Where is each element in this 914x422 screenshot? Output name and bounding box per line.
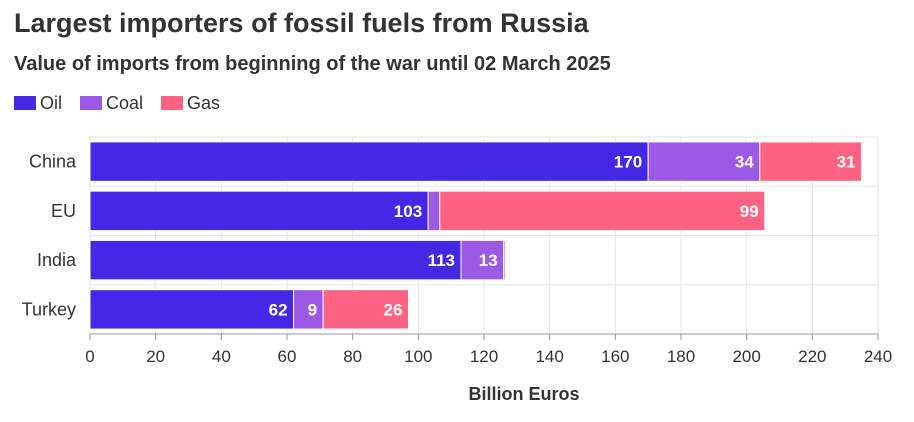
legend-label-gas: Gas (187, 92, 221, 113)
tick-label-x: 20 (146, 347, 165, 366)
data-label-turkey-coal: 9 (308, 300, 317, 319)
bar-turkey-oil (89, 289, 295, 330)
category-label-turkey: Turkey (22, 299, 76, 319)
tick-label-x: 100 (404, 347, 432, 366)
tick-label-x: 240 (864, 347, 892, 366)
legend-item-gas[interactable]: Gas (161, 93, 220, 114)
legend-label-oil: Oil (40, 92, 62, 113)
tick-label-x: 160 (601, 347, 629, 366)
tick-label-x: 60 (278, 347, 297, 366)
data-label-turkey-oil: 62 (269, 300, 288, 319)
tick-label-x: 80 (343, 347, 362, 366)
legend-item-oil[interactable]: Oil (14, 93, 62, 114)
category-label-india: India (37, 250, 77, 270)
data-label-china-coal: 34 (735, 153, 754, 172)
bar-turkey-gas (322, 289, 409, 330)
bar-china-gas (759, 141, 863, 182)
tick-label-x: 40 (212, 347, 231, 366)
data-label-eu-oil: 103 (394, 202, 422, 221)
legend: Oil Coal Gas (14, 91, 238, 115)
legend-swatch-gas (161, 96, 184, 110)
legend-item-coal[interactable]: Coal (80, 93, 143, 114)
data-label-turkey-gas: 26 (384, 300, 403, 319)
data-label-china-gas: 31 (837, 153, 856, 172)
bar-eu-oil (89, 190, 429, 232)
data-label-china-oil: 170 (614, 153, 642, 172)
data-label-india-coal: 13 (479, 251, 498, 270)
bar-turkey-coal (293, 289, 324, 330)
tick-label-x: 180 (667, 347, 695, 366)
bar-china-coal (647, 141, 761, 182)
tick-label-x: 200 (732, 347, 760, 366)
bar-india-coal (460, 239, 505, 281)
tick-label-x: 0 (85, 347, 94, 366)
tick-label-x: 140 (535, 347, 563, 366)
chart-title: Largest importers of fossil fuels from R… (14, 8, 589, 38)
bar-eu-coal (427, 190, 441, 232)
category-label-china: China (29, 152, 77, 172)
legend-label-coal: Coal (106, 92, 144, 113)
chart-subtitle: Value of imports from beginning of the w… (14, 53, 611, 75)
x-axis-title: Billion Euros (468, 384, 579, 404)
data-label-eu-gas: 99 (740, 202, 759, 221)
tick-label-x: 120 (470, 347, 498, 366)
data-label-india-oil: 113 (428, 251, 455, 270)
bar-china-oil (89, 141, 649, 182)
legend-swatch-oil (14, 96, 36, 110)
bar-india-gas (503, 239, 506, 281)
bar-eu-gas (439, 190, 766, 232)
tick-label-x: 220 (798, 347, 826, 366)
legend-swatch-coal (80, 96, 102, 110)
category-label-eu: EU (51, 201, 76, 221)
bar-india-oil (89, 239, 462, 281)
